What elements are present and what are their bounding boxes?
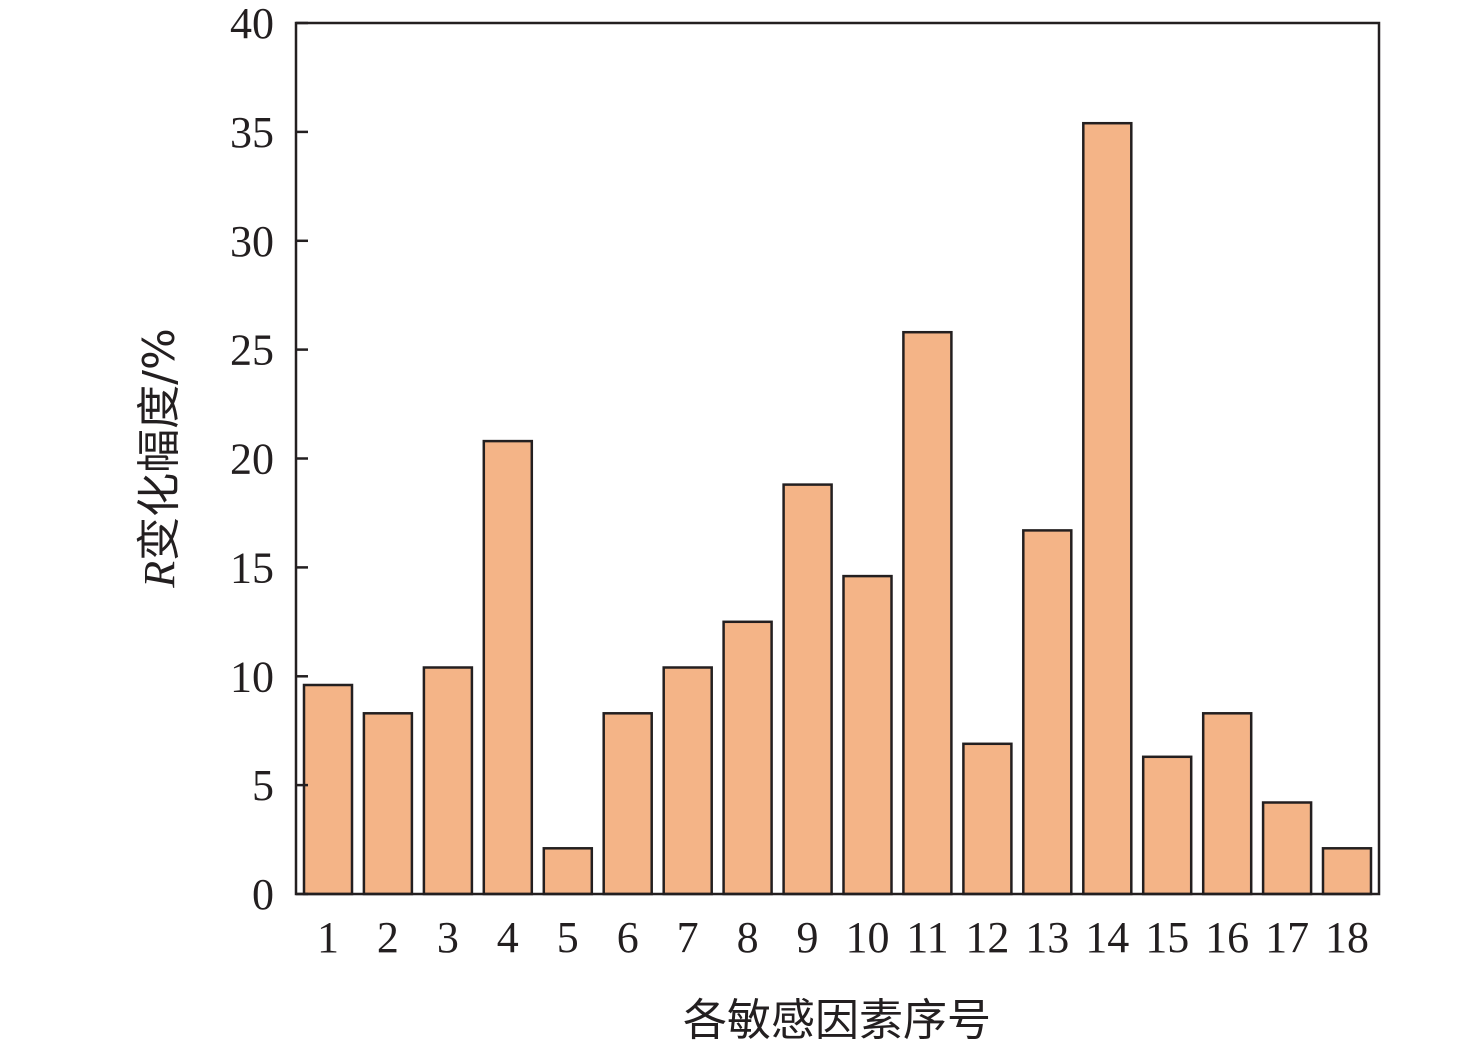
x-tick-label: 3 <box>437 913 459 962</box>
bar-6 <box>602 712 653 896</box>
y-tick-label: 20 <box>230 435 274 484</box>
x-tick-label: 1 <box>317 913 339 962</box>
y-axis-title-text: 变化幅度/% <box>134 328 185 561</box>
y-axis-title: R变化幅度/% <box>134 328 185 589</box>
x-tick-label: 16 <box>1205 913 1249 962</box>
bar-17 <box>1261 801 1313 896</box>
y-axis-title-symbol: R <box>135 561 184 589</box>
x-tick-label: 10 <box>846 913 890 962</box>
bar-11 <box>902 330 953 896</box>
bar-1 <box>302 683 354 896</box>
x-tick-label: 2 <box>377 913 399 962</box>
bar-13 <box>1022 529 1073 896</box>
x-axis-title: 各敏感因素序号 <box>683 995 991 1046</box>
y-tick-label: 10 <box>230 652 274 701</box>
x-tick-label: 15 <box>1145 913 1189 962</box>
y-tick-label: 30 <box>230 217 274 266</box>
x-axis-ticks: 1 2 3 4 5 6 7 8 9 10 11 12 13 14 15 16 17 18 <box>317 913 1369 962</box>
x-tick-label: 6 <box>617 913 639 962</box>
plot-frame <box>294 21 1381 896</box>
x-tick-label: 17 <box>1265 913 1309 962</box>
x-tick-label: 9 <box>797 913 819 962</box>
bar-15 <box>1141 755 1193 896</box>
x-tick-label: 12 <box>965 913 1009 962</box>
x-tick-label: 14 <box>1085 913 1129 962</box>
bar-5 <box>542 847 594 896</box>
bar-3 <box>422 666 474 896</box>
y-tick-label: 5 <box>252 761 274 810</box>
bar-18 <box>1321 847 1373 896</box>
bar-10 <box>842 574 893 896</box>
bar-4 <box>482 439 534 896</box>
bar-9 <box>782 483 833 896</box>
y-tick-label: 40 <box>230 0 274 48</box>
y-tick-label: 35 <box>230 108 274 157</box>
x-tick-label: 4 <box>497 913 519 962</box>
y-tick-label: 15 <box>230 543 274 592</box>
y-axis-ticks: 0 5 10 15 20 25 30 35 40 <box>230 0 308 919</box>
y-tick-label: 0 <box>252 870 274 919</box>
x-tick-label: 5 <box>557 913 579 962</box>
x-tick-label: 18 <box>1325 913 1369 962</box>
x-tick-label: 11 <box>906 913 948 962</box>
bar-8 <box>722 620 773 896</box>
bar-2 <box>362 712 414 896</box>
bar-12 <box>962 742 1013 896</box>
x-tick-label: 13 <box>1025 913 1069 962</box>
x-tick-label: 7 <box>677 913 699 962</box>
bars-group <box>302 121 1373 896</box>
bar-14 <box>1082 121 1133 896</box>
x-tick-label: 8 <box>737 913 759 962</box>
y-tick-label: 25 <box>230 326 274 375</box>
bar-7 <box>662 666 713 896</box>
bar-16 <box>1201 712 1253 896</box>
